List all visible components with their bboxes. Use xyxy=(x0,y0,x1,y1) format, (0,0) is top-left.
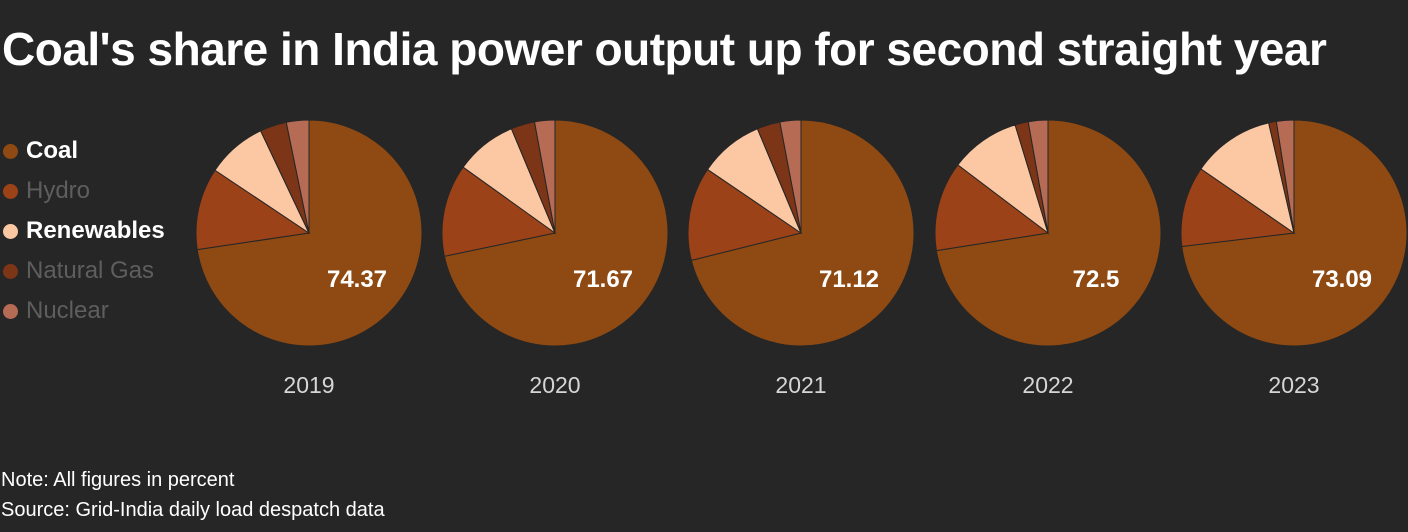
legend-swatch xyxy=(3,303,18,319)
pie-slice-nuclear-2020 xyxy=(533,119,556,234)
pie-slice-renewables-2023 xyxy=(1200,122,1295,235)
legend-label: Natural Gas xyxy=(26,257,155,284)
pie-slice-coal-2021 xyxy=(690,119,915,347)
legend-item-renewables: Renewables xyxy=(3,211,165,251)
pie-slice-nuclear-2019 xyxy=(285,119,310,234)
legend-item-natural-gas: Natural Gas xyxy=(3,251,165,291)
pie-slice-hydro-2019 xyxy=(195,169,311,251)
year-label-2022: 2022 xyxy=(1022,372,1073,398)
legend: Coal Hydro Renewables Natural Gas Nuclear xyxy=(3,131,165,331)
legend-item-nuclear: Nuclear xyxy=(3,291,165,331)
source-text: Source: Grid-India daily load despatch d… xyxy=(1,499,385,521)
pie-slice-hydro-2023 xyxy=(1180,168,1296,248)
chart-title: Coal's share in India power output up fo… xyxy=(2,23,1327,75)
pie-slice-hydro-2022 xyxy=(934,164,1050,252)
legend-label: Renewables xyxy=(26,217,165,244)
legend-swatch xyxy=(3,263,18,279)
year-label-2020: 2020 xyxy=(529,372,580,398)
pie-slice-coal-2020 xyxy=(443,119,669,347)
legend-swatch xyxy=(3,223,18,239)
pie-slice-nuclear-2023 xyxy=(1275,119,1295,234)
note-text: Note: All figures in percent xyxy=(1,469,235,491)
pie-slice-nuclear-2021 xyxy=(779,119,802,234)
year-label-2019: 2019 xyxy=(283,372,334,398)
pie-slice-hydro-2020 xyxy=(441,166,557,257)
legend-item-coal: Coal xyxy=(3,131,165,171)
legend-label: Hydro xyxy=(26,177,91,204)
legend-label: Nuclear xyxy=(26,297,109,324)
coal-value-label-2019: 74.37 xyxy=(327,266,387,293)
legend-label: Coal xyxy=(26,137,79,164)
coal-value-label-2023: 73.09 xyxy=(1312,266,1372,293)
coal-value-label-2021: 71.12 xyxy=(819,266,879,293)
pie-slice-nuclear-2022 xyxy=(1027,119,1049,234)
year-label-2021: 2021 xyxy=(775,372,826,398)
legend-item-hydro: Hydro xyxy=(3,171,165,211)
pie-slice-renewables-2022 xyxy=(957,124,1049,235)
legend-swatch xyxy=(3,183,18,199)
coal-value-label-2020: 71.67 xyxy=(573,266,633,293)
pie-slice-hydro-2021 xyxy=(687,168,803,261)
legend-swatch xyxy=(3,143,18,159)
coal-value-label-2022: 72.5 xyxy=(1073,266,1120,293)
footnote: Note: All figures in percent Source: Gri… xyxy=(1,465,385,525)
year-label-2023: 2023 xyxy=(1268,372,1319,398)
